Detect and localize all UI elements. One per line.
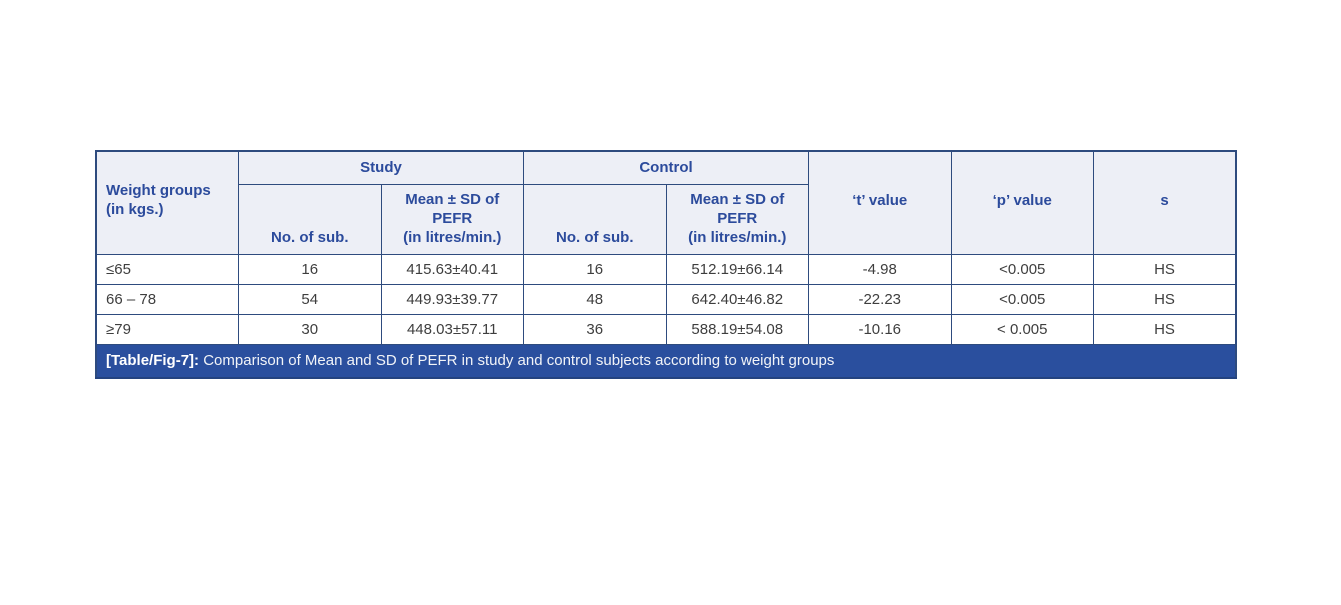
cell-weight-group: ≥79	[95, 313, 239, 345]
table-row: ≥79 30 448.03±57.11 36 588.19±54.08 -10.…	[95, 313, 1237, 345]
cell-study-n: 30	[238, 313, 382, 345]
table-caption: [Table/Fig-7]: Comparison of Mean and SD…	[95, 343, 1237, 379]
cell-significance: HS	[1093, 253, 1237, 285]
caption-figure-label: [Table/Fig-7]:	[106, 352, 200, 370]
col-group-header-control: Control	[523, 150, 809, 185]
cell-control-mean-sd: 512.19±66.14	[665, 253, 809, 285]
cell-p-value: <0.005	[950, 283, 1094, 315]
cell-study-n: 16	[238, 253, 382, 285]
cell-control-mean-sd: 588.19±54.08	[665, 313, 809, 345]
cell-t-value: -4.98	[808, 253, 952, 285]
cell-p-value: <0.005	[950, 253, 1094, 285]
cell-control-n: 36	[523, 313, 667, 345]
cell-control-n: 48	[523, 283, 667, 315]
table-row: 66 – 78 54 449.93±39.77 48 642.40±46.82 …	[95, 283, 1237, 315]
cell-weight-group: 66 – 78	[95, 283, 239, 315]
cell-significance: HS	[1093, 283, 1237, 315]
cell-control-mean-sd: 642.40±46.82	[665, 283, 809, 315]
header-row-groups: Weight groups (in kgs.) Study Control ‘t…	[95, 150, 1237, 255]
pefr-weight-groups-table: Weight groups (in kgs.) Study Control ‘t…	[95, 150, 1237, 379]
cell-t-value: -10.16	[808, 313, 952, 345]
cell-study-mean-sd: 448.03±57.11	[380, 313, 524, 345]
col-header-weight-groups: Weight groups (in kgs.)	[95, 150, 239, 255]
cell-p-value: < 0.005	[950, 313, 1094, 345]
cell-control-n: 16	[523, 253, 667, 285]
table-row: ≤65 16 415.63±40.41 16 512.19±66.14 -4.9…	[95, 253, 1237, 285]
caption-row: [Table/Fig-7]: Comparison of Mean and SD…	[95, 343, 1237, 379]
col-header-t-value: ‘t’ value	[808, 150, 952, 255]
cell-study-mean-sd: 415.63±40.41	[380, 253, 524, 285]
cell-significance: HS	[1093, 313, 1237, 345]
cell-t-value: -22.23	[808, 283, 952, 315]
col-header-significance: s	[1093, 150, 1237, 255]
col-group-header-study: Study	[238, 150, 524, 185]
col-header-study-mean-sd: Mean ± SD of PEFR (in litres/min.)	[380, 183, 524, 255]
col-header-study-no-of-sub: No. of sub.	[238, 183, 382, 255]
header-row-subcolumns: No. of sub. Mean ± SD of PEFR (in litres…	[96, 183, 1236, 255]
cell-study-mean-sd: 449.93±39.77	[380, 283, 524, 315]
col-header-control-no-of-sub: No. of sub.	[523, 183, 667, 255]
col-header-control-mean-sd: Mean ± SD of PEFR (in litres/min.)	[665, 183, 809, 255]
col-header-p-value: ‘p’ value	[950, 150, 1094, 255]
cell-study-n: 54	[238, 283, 382, 315]
caption-text: Comparison of Mean and SD of PEFR in stu…	[203, 352, 835, 370]
cell-weight-group: ≤65	[95, 253, 239, 285]
